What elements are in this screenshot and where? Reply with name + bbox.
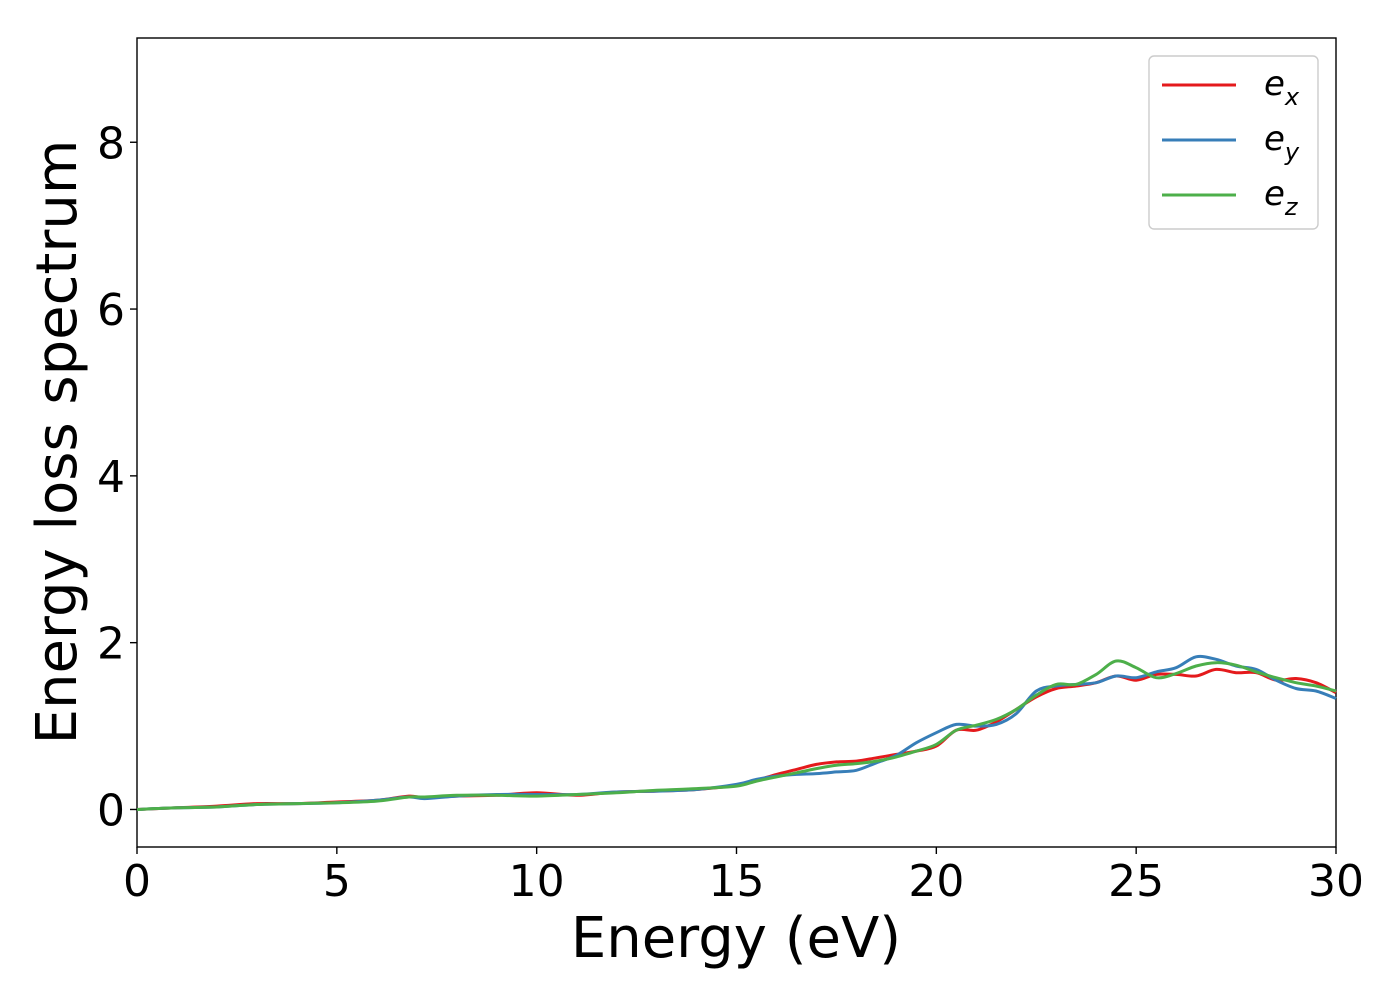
y-tick-label: 2 — [97, 619, 125, 670]
y-axis-label: Energy loss spectrum — [25, 140, 90, 745]
y-tick-label: 4 — [97, 452, 125, 503]
y-tick-label: 6 — [97, 285, 125, 336]
legend-frame — [1148, 55, 1319, 230]
legend-subscript: x — [1284, 83, 1300, 111]
x-tick-label: 10 — [509, 856, 565, 907]
x-tick-label: 30 — [1308, 856, 1364, 907]
series-line-ez — [136, 659, 1337, 811]
legend-subscript: y — [1284, 138, 1300, 166]
x-tick-label: 5 — [323, 856, 351, 907]
x-axis-label: Energy (eV) — [571, 906, 901, 971]
series-layer — [136, 654, 1337, 811]
x-tick-label: 15 — [709, 856, 765, 907]
plot-area — [136, 37, 1337, 848]
x-tick-label: 0 — [123, 856, 151, 907]
x-tick-label: 25 — [1108, 856, 1164, 907]
y-axis-ticks: 0 2 4 6 8 — [97, 118, 137, 836]
legend-subscript: z — [1284, 193, 1299, 221]
x-tick-label: 20 — [908, 856, 964, 907]
y-tick-label: 8 — [97, 118, 125, 169]
y-tick-label: 0 — [97, 785, 125, 836]
x-axis-ticks: 0 5 10 15 20 25 30 — [123, 847, 1364, 907]
